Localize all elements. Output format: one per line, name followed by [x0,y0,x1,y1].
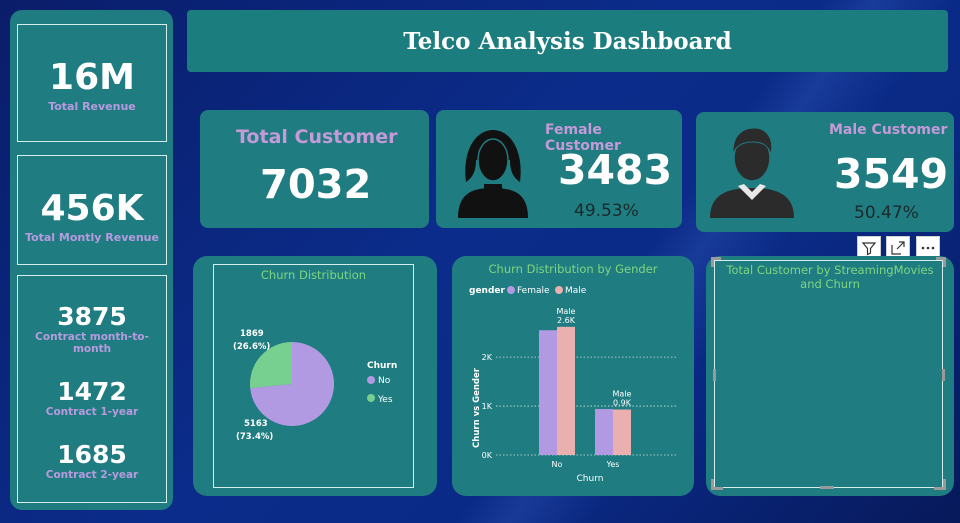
bar-y-axis-label: Churn vs Gender [472,367,482,448]
bar-yes-female[interactable] [595,409,613,455]
bar-legend-male[interactable]: Male [565,286,587,296]
bar-x-tick-label: Yes [606,460,620,469]
sidebar-panel: 16M Total Revenue 456K Total Montly Reve… [10,10,173,510]
pie-slice-no[interactable] [250,342,335,426]
total-customer-label: Total Customer [236,126,398,148]
contract-2year-label: Contract 2-year [45,469,139,481]
male-customer-value: 3549 [834,150,949,198]
total-customer-value: 7032 [260,162,372,208]
bar-legend-male-swatch [555,286,563,294]
more-options-icon [921,246,935,250]
bar-yes-male[interactable] [613,409,631,455]
churn-by-gender-card[interactable]: Churn Distribution by Gender gender Fema… [452,256,694,496]
monthly-revenue-card[interactable]: 456K Total Montly Revenue [17,155,167,265]
streaming-movies-title: Total Customer by StreamingMovies and Ch… [726,263,934,291]
resize-handle-bottom-left-v[interactable] [711,479,714,490]
bar-annotation-series: Male [613,389,632,398]
pie-label-yes-pct: (26.6%) [233,342,270,352]
resize-handle-top-right-v[interactable] [943,257,946,267]
female-customer-card[interactable]: Female Customer 3483 49.53% [436,110,682,228]
resize-handle-right[interactable] [942,369,945,381]
streaming-frame [714,260,943,488]
churn-gender-title: Churn Distribution by Gender [488,262,658,276]
focus-mode-icon [891,241,905,255]
contract-month-label: Contract month-to-month [35,331,149,355]
churn-pie-title: Churn Distribution [260,268,367,282]
bar-annotation-value: 2.6K [557,316,576,325]
bar-y-tick-label: 0K [482,451,493,460]
female-percent: 49.53% [574,201,639,221]
contract-1year-value: 1472 [57,377,127,406]
resize-handle-top-left-v[interactable] [711,257,714,267]
title-bar: Telco Analysis Dashboard [187,10,948,72]
female-avatar-icon [458,130,528,218]
female-customer-label: Female Customer [545,122,621,154]
streaming-movies-card[interactable]: Total Customer by StreamingMovies and Ch… [706,256,954,496]
bar-y-tick-label: 2K [482,353,493,362]
filter-icon [861,242,877,256]
resize-handle-bottom-left[interactable] [711,487,723,490]
pie-legend-yes[interactable]: Yes [377,395,393,405]
bar-no-male[interactable] [557,326,575,455]
resize-handle-left[interactable] [713,369,716,381]
bar-x-axis-label: Churn [577,474,604,484]
resize-handle-bottom-right-v[interactable] [943,479,946,490]
bar-annotation-value: 0.9K [613,398,632,407]
pie-legend-yes-swatch [367,394,375,402]
pie-label-yes-count: 1869 [240,329,264,339]
churn-gender-bar-chart: gender Female Male Churn vs Gender Churn… [469,286,678,484]
bar-legend-female-swatch [507,286,515,294]
pie-legend-no[interactable]: No [378,376,391,386]
contract-1year-label: Contract 1-year [45,406,139,418]
resize-handle-bottom-right[interactable] [934,487,946,490]
bar-legend-female[interactable]: Female [517,286,550,296]
male-customer-card[interactable]: Male Customer 3549 50.47% [696,112,954,232]
male-percent: 50.47% [854,203,919,223]
bar-y-tick-label: 1K [482,402,493,411]
male-customer-label: Male Customer [829,122,948,138]
contract-2year-value: 1685 [57,440,127,469]
pie-frame: Churn Distribution [213,264,414,488]
pie-label-no-count: 5163 [244,419,268,429]
bar-legend-title: gender [469,286,506,296]
page-title: Telco Analysis Dashboard [403,28,732,55]
resize-handle-top-left[interactable] [711,257,721,260]
resize-handle-top-right[interactable] [936,257,946,260]
contract-month-value: 3875 [57,302,127,331]
resize-handle-bottom[interactable] [820,486,834,489]
female-customer-value: 3483 [558,146,673,194]
pie-legend-no-swatch [367,376,375,384]
pie-legend-title: Churn [367,361,397,371]
contracts-card[interactable]: 3875 Contract month-to-month 1472 Contra… [17,275,167,503]
total-revenue-value: 16M [49,57,135,98]
pie-label-no-pct: (73.4%) [236,432,273,442]
monthly-revenue-value: 456K [40,188,144,229]
bar-annotation-series: Male [557,307,576,316]
churn-distribution-card[interactable]: Churn Distribution 1869 (26.6%) 5163 (73… [193,256,437,496]
total-revenue-card[interactable]: 16M Total Revenue [17,24,167,142]
monthly-revenue-label: Total Montly Revenue [25,231,159,244]
total-customer-card[interactable]: Total Customer 7032 [200,110,429,228]
bar-x-tick-label: No [552,460,563,469]
total-revenue-label: Total Revenue [48,100,136,113]
male-avatar-icon [710,127,794,218]
churn-pie-chart: 1869 (26.6%) 5163 (73.4%) Churn No Yes [233,329,397,442]
pie-slice-yes[interactable] [250,342,292,389]
bar-no-female[interactable] [539,330,557,455]
